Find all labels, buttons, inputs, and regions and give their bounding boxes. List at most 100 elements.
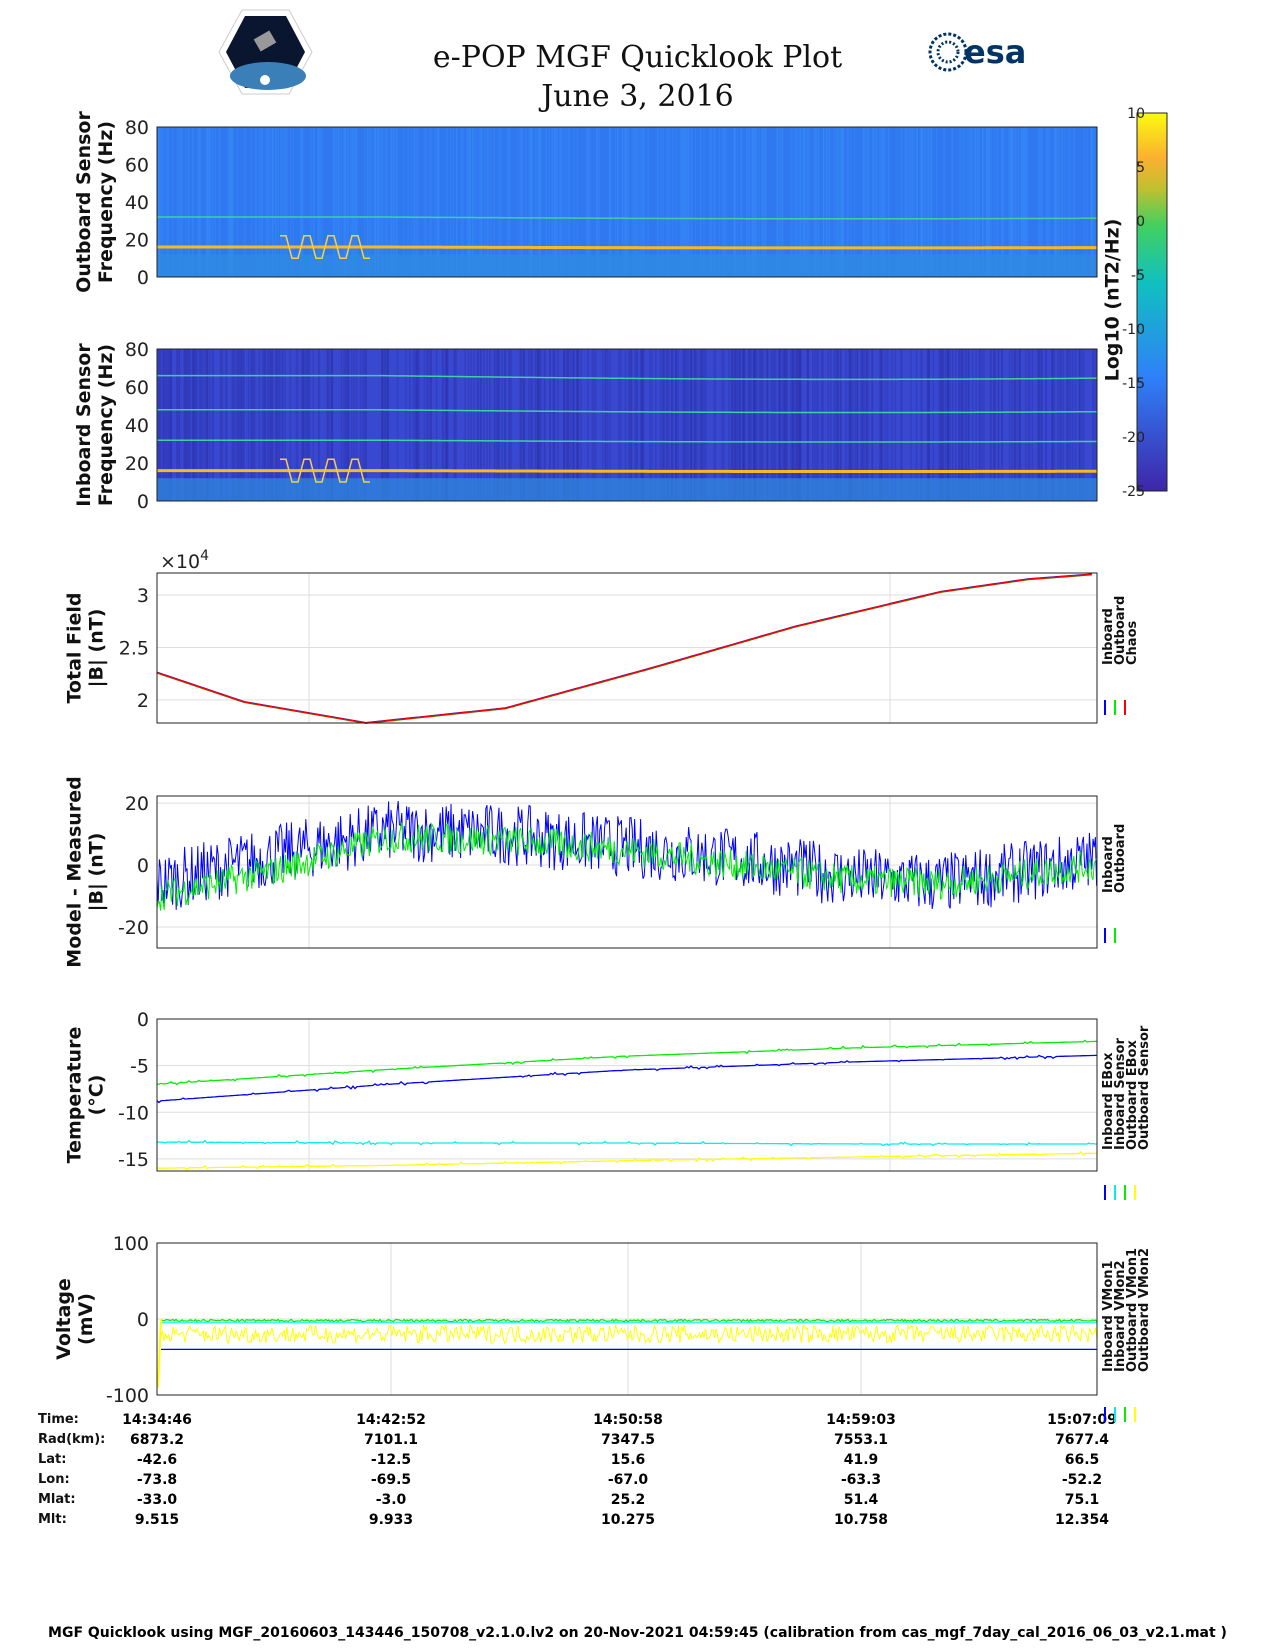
spectrogram-column xyxy=(671,127,674,277)
spectrogram-column xyxy=(206,349,208,501)
spectrogram-column xyxy=(208,127,211,277)
spectrogram-column xyxy=(178,349,180,501)
spectrogram-column xyxy=(1012,127,1014,277)
spectrogram-column xyxy=(640,349,642,501)
spectrogram-column xyxy=(1031,349,1034,501)
spectrogram-column xyxy=(905,127,908,277)
spectrogram-column xyxy=(783,349,785,501)
spectrogram-column xyxy=(279,127,282,277)
spectrogram-column xyxy=(982,127,984,277)
spectrogram-column xyxy=(690,349,692,501)
voltage-line xyxy=(160,1318,1098,1323)
spectrogram-column xyxy=(219,349,222,501)
spectrogram-column xyxy=(423,127,426,277)
spectrogram-column xyxy=(524,127,527,277)
spectrogram-column xyxy=(682,127,685,277)
spectrogram-column xyxy=(1008,127,1010,277)
spectrogram-column xyxy=(920,127,922,277)
spectrogram-column xyxy=(795,349,798,501)
spectrogram-column xyxy=(797,349,800,501)
spectrogram-column xyxy=(191,127,194,277)
spectrogram-column xyxy=(812,349,814,501)
spectrogram-column xyxy=(536,349,538,501)
spectrogram-column xyxy=(1011,127,1013,277)
spectrogram-column xyxy=(345,127,347,277)
spectrogram-column xyxy=(779,127,782,277)
table-row-label: Rad(km): xyxy=(38,1432,106,1447)
spectrogram-column xyxy=(970,127,973,277)
spectrogram-column xyxy=(493,349,496,501)
spectrogram-column xyxy=(792,349,794,501)
spectrogram-column xyxy=(540,349,542,501)
spectrogram-column xyxy=(331,349,333,501)
spectrogram-column xyxy=(960,349,963,501)
spectrogram-column xyxy=(268,127,270,277)
spectrogram-column xyxy=(233,349,236,501)
table-row-label: Mlt: xyxy=(38,1512,67,1527)
spectrogram-column xyxy=(537,349,540,501)
spectrogram-column xyxy=(1092,349,1094,501)
spectrogram-column xyxy=(319,127,322,277)
spectrogram-column xyxy=(641,349,644,501)
spectrogram-column xyxy=(853,127,856,277)
spectrogram-column xyxy=(725,127,728,277)
spectrogram-column xyxy=(537,349,539,501)
spectrogram-column xyxy=(284,127,286,277)
spectrogram-column xyxy=(778,349,781,501)
spectrogram-column xyxy=(884,127,887,277)
spectrogram-column xyxy=(684,127,687,277)
spectrogram-column xyxy=(666,349,668,501)
temperature-line xyxy=(157,1139,1097,1147)
spectrogram-column xyxy=(1001,127,1004,277)
spectrogram-column xyxy=(806,127,809,277)
spectrogram-column xyxy=(756,349,758,501)
spectrogram-column xyxy=(508,349,511,501)
y-tick-label: 60 xyxy=(125,377,149,399)
spectrogram-column xyxy=(476,349,479,501)
spectrogram-column xyxy=(206,349,209,501)
spectrogram-column xyxy=(694,349,696,501)
spectrogram-column xyxy=(436,127,439,277)
spectrogram-column xyxy=(741,127,743,277)
spectrogram-column xyxy=(1023,127,1026,277)
plot-frame xyxy=(156,1018,1098,1172)
table-cell: 7553.1 xyxy=(833,1432,889,1448)
spectrogram-column xyxy=(185,349,187,501)
spectrogram-column xyxy=(904,127,907,277)
spectrogram-column xyxy=(1074,349,1077,501)
spectrogram-column xyxy=(554,349,556,501)
spectrogram-column xyxy=(301,349,304,501)
spectrogram-column xyxy=(159,349,162,501)
spectrogram-column xyxy=(670,349,673,501)
spectrogram-column xyxy=(345,349,348,501)
spectrogram-column xyxy=(333,127,335,277)
spectrogram-column xyxy=(240,349,243,501)
spectrogram-column xyxy=(767,349,769,501)
temperature-line xyxy=(156,1150,1097,1171)
spectrogram-column xyxy=(924,127,927,277)
spectrogram-column xyxy=(466,127,469,277)
spectrogram-column xyxy=(990,127,993,277)
spectrogram-column xyxy=(782,127,784,277)
spectrogram-column xyxy=(343,349,345,501)
spectrogram-column xyxy=(1054,127,1056,277)
spectrogram-column xyxy=(921,127,923,277)
spectrogram-column xyxy=(378,127,381,277)
spectrogram-column xyxy=(487,127,489,277)
spectrogram-column xyxy=(1056,127,1059,277)
spectrogram-column xyxy=(862,349,864,501)
spectrogram-column xyxy=(1045,349,1048,501)
spectrogram-column xyxy=(643,127,646,277)
spectrogram-column xyxy=(1072,127,1075,277)
spectrogram-column xyxy=(207,127,210,277)
spectrogram-column xyxy=(622,127,624,277)
spectrogram-column xyxy=(683,349,685,501)
spectrogram-column xyxy=(778,349,780,501)
spectrogram-column xyxy=(165,349,167,501)
spectrogram-column xyxy=(631,127,634,277)
spectrogram-column xyxy=(635,127,637,277)
axes xyxy=(157,1018,1097,1171)
spectrogram-column xyxy=(847,349,850,501)
y-tick-label: 2 xyxy=(137,690,149,712)
spectrogram-column xyxy=(496,349,499,501)
